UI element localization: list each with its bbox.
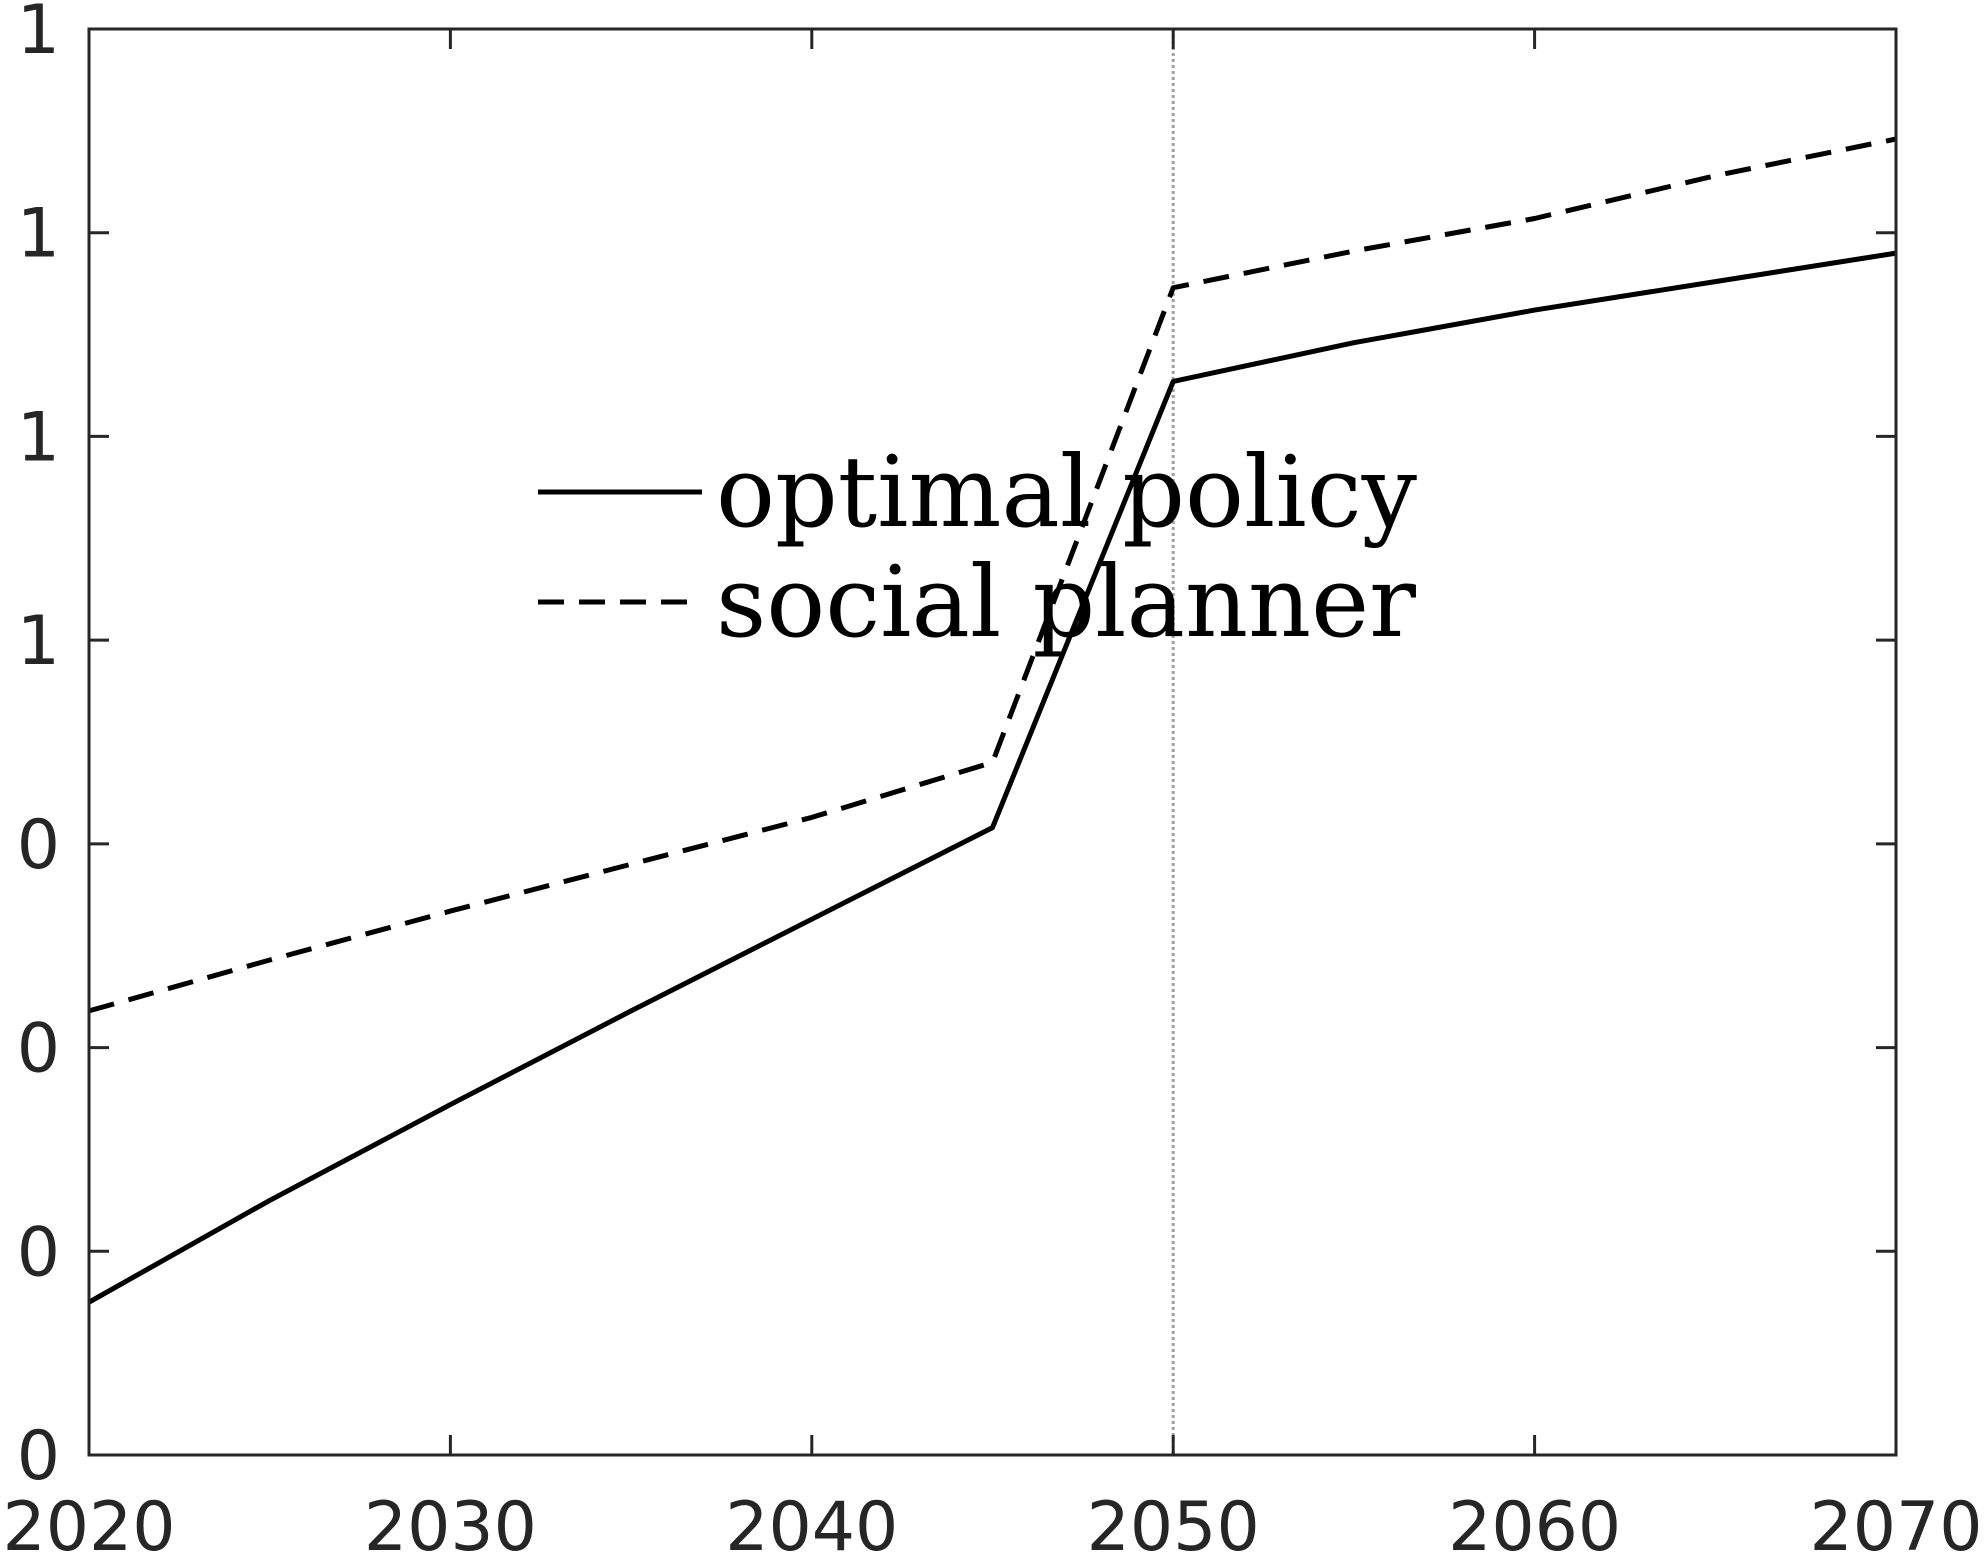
y-tick-label: 0 (17, 1010, 60, 1089)
y-tick-label: 0 (17, 1213, 60, 1292)
x-tick-label: 2060 (1448, 1488, 1621, 1553)
series-line-social-planner (88, 136, 1897, 1014)
x-tick-label: 2020 (2, 1488, 175, 1553)
x-tick-label: 2070 (1809, 1488, 1982, 1553)
x-tick-label: 2030 (364, 1488, 537, 1553)
legend-label: optimal policy (716, 436, 1418, 550)
x-tick-label: 2040 (725, 1488, 898, 1553)
axes-box (87, 27, 1898, 1457)
y-tick-label: 1 (17, 0, 60, 70)
x-tick-label: 2050 (1087, 1488, 1260, 1553)
y-tick-label: 0 (17, 1417, 60, 1496)
legend-label: social planner (716, 546, 1416, 660)
series-line-optimal-policy (87, 250, 1897, 1305)
plot-area (87, 29, 1897, 1455)
y-tick-label: 1 (17, 195, 60, 274)
y-tick-label: 1 (17, 398, 60, 477)
y-tick-label: 1 (17, 602, 60, 681)
y-tick-label: 0 (17, 806, 60, 885)
